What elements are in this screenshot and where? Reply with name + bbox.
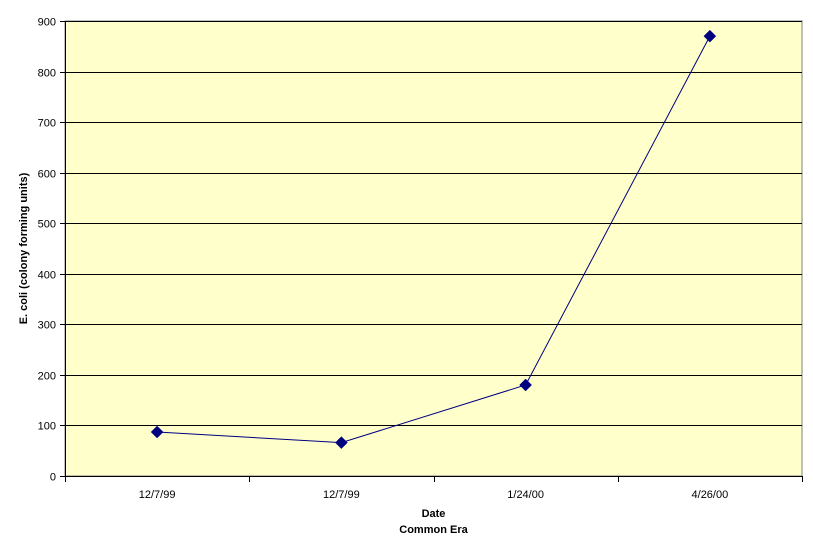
y-tick-label: 600 [38,169,56,181]
data-point [519,378,532,392]
y-tick-label: 700 [38,118,56,130]
y-tick-label: 200 [38,371,56,383]
x-tick-label: 12/7/99 [323,489,360,501]
series-line [157,35,711,444]
axes [60,21,803,482]
y-axis-title: E. coli (colony forming units) [18,172,30,324]
x-tick-label: 1/24/00 [507,489,544,501]
y-tick-label: 800 [38,68,56,80]
x-axis-subtitle: Common Era [399,524,468,536]
x-tick-labels: 12/7/99 12/7/99 1/24/00 4/26/00 [139,489,728,501]
y-tick-label: 100 [38,421,56,433]
gridlines [65,21,802,426]
data-point [703,29,717,43]
x-axis-title: Date [422,508,446,520]
data-point [150,425,164,439]
y-tick-label: 300 [38,320,56,332]
plot-area [64,20,803,477]
series [150,29,717,449]
y-tick-label: 500 [38,219,56,231]
y-tick-label: 0 [50,472,56,484]
y-tick-label: 400 [38,270,56,282]
y-tick-labels: 0 100 200 300 400 500 600 700 800 900 [38,17,56,484]
x-tick-label: 4/26/00 [692,489,729,501]
data-point [335,436,348,449]
x-tick-label: 12/7/99 [139,489,176,501]
y-tick-label: 900 [38,17,56,29]
